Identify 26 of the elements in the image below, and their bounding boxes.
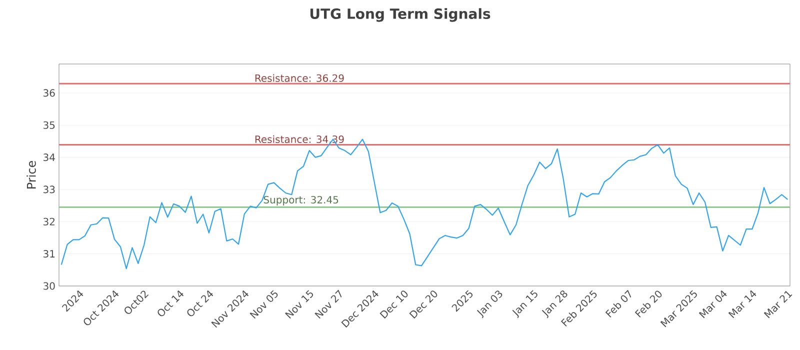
x-tick-label: Feb 07 [605, 290, 632, 318]
x-tick-label: Mar 21 [764, 290, 792, 318]
y-tick-label: 34 [44, 154, 55, 162]
y-tick-label: 32 [44, 218, 54, 226]
x-tick-label: Oct 14 [158, 290, 184, 316]
x-tick-label: Oct 24 [187, 290, 214, 316]
x-tick-label: Dec 10 [380, 290, 408, 319]
y-tick-label: 35 [44, 121, 55, 129]
chart-title: UTG Long Term Signals [310, 8, 490, 22]
x-tick-label: Jan 15 [512, 290, 538, 318]
x-tick-label: Nov 05 [250, 290, 278, 319]
y-tick-label: 31 [44, 250, 55, 258]
x-tick-label: Jan 03 [476, 290, 502, 318]
y-tick-label: 30 [44, 282, 55, 290]
ref-line-label: Support: 32.45 [264, 196, 338, 206]
x-tick-label: Nov 15 [285, 290, 314, 319]
y-tick-label: 33 [44, 186, 55, 194]
x-tick-label: Dec 20 [409, 290, 438, 319]
x-tick-label: Jan 28 [542, 290, 568, 318]
x-tick-label: Feb 20 [634, 290, 662, 318]
x-tick-label: Nov 27 [314, 290, 342, 319]
x-tick-label: Mar 14 [728, 290, 756, 318]
y-axis-title: Price [26, 160, 36, 188]
ref-line-label: Resistance: 34.39 [255, 135, 344, 144]
ref-line-label: Resistance: 36.29 [255, 74, 344, 82]
y-tick-label: 36 [44, 89, 55, 97]
